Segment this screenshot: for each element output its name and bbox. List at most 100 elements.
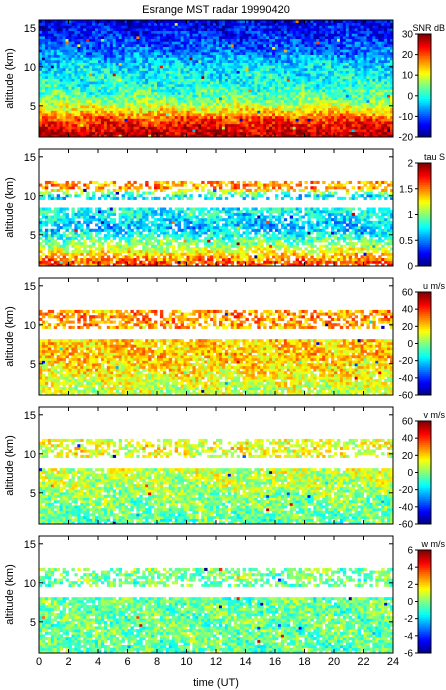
heatmap-cell — [372, 41, 376, 45]
heatmap-cell — [251, 118, 255, 122]
heatmap-cell — [277, 97, 282, 101]
heatmap-cell — [92, 131, 96, 135]
heatmap-cell — [227, 126, 232, 130]
heatmap-cell — [68, 27, 72, 32]
heatmap-cell — [357, 102, 361, 106]
heatmap-cell — [183, 115, 187, 119]
heatmap-cell — [192, 25, 196, 29]
heatmap-cell — [351, 57, 356, 61]
heatmap-cell — [328, 131, 332, 135]
heatmap-cell — [50, 113, 55, 117]
heatmap-cell — [68, 75, 72, 79]
heatmap-cell — [233, 38, 238, 42]
heatmap-cell — [310, 123, 314, 127]
heatmap-cell — [74, 134, 78, 138]
heatmap-cell — [204, 89, 208, 93]
heatmap-cell — [92, 59, 96, 63]
heatmap-cell — [328, 113, 332, 117]
heatmap-cell — [384, 67, 388, 71]
heatmap-cell — [236, 57, 240, 61]
heatmap-cell — [275, 73, 279, 77]
heatmap-cell — [221, 123, 226, 127]
heatmap-cell — [384, 115, 388, 119]
heatmap-cell — [127, 89, 131, 93]
heatmap-cell — [263, 115, 267, 119]
heatmap-cell — [331, 65, 335, 69]
heatmap-cell — [272, 27, 276, 32]
heatmap-cell — [384, 35, 388, 40]
heatmap-cell — [136, 57, 140, 61]
heatmap-cell — [257, 83, 261, 87]
heatmap-cell — [280, 38, 285, 42]
heatmap-cell — [151, 49, 155, 53]
heatmap-cell — [130, 27, 134, 32]
heatmap-cell — [313, 59, 317, 63]
heatmap-cell — [80, 97, 84, 101]
heatmap-cell — [115, 134, 120, 138]
heatmap-cell — [275, 54, 279, 58]
heatmap-cell — [74, 94, 78, 98]
heatmap-cell — [174, 73, 179, 77]
heatmap-cell — [151, 102, 155, 106]
heatmap-cell — [266, 67, 270, 71]
heatmap-cell — [372, 129, 376, 133]
heatmap-cell — [145, 81, 149, 85]
heatmap-cell — [165, 57, 170, 61]
heatmap-cell — [109, 73, 114, 77]
heatmap-cell — [224, 121, 229, 125]
heatmap-cell — [109, 113, 114, 117]
heatmap-cell — [387, 107, 391, 111]
heatmap-cell — [86, 102, 90, 106]
heatmap-cell — [372, 110, 376, 114]
heatmap-cell — [325, 27, 329, 32]
heatmap-cell — [177, 46, 181, 50]
heatmap-cell — [109, 83, 114, 87]
heatmap-cell — [295, 123, 299, 127]
heatmap-cell — [103, 121, 108, 125]
heatmap-cell — [174, 67, 179, 71]
heatmap-cell — [307, 41, 311, 45]
heatmap-cell — [357, 73, 361, 77]
heatmap-cell — [92, 46, 96, 50]
heatmap-cell — [192, 27, 196, 32]
heatmap-cell — [100, 41, 105, 45]
heatmap-cell — [236, 105, 240, 109]
heatmap-cell — [39, 107, 43, 111]
heatmap-cell — [348, 121, 353, 125]
heatmap-cell — [331, 49, 335, 53]
heatmap-cell — [257, 107, 261, 111]
heatmap-cell — [103, 51, 108, 55]
heatmap-cell — [151, 97, 155, 101]
heatmap-cell — [375, 123, 379, 127]
heatmap-cell — [239, 25, 243, 29]
heatmap-cell — [307, 121, 311, 125]
heatmap-cell — [283, 65, 288, 69]
heatmap-cell — [227, 65, 232, 69]
heatmap-cell — [112, 49, 117, 53]
heatmap-cell — [154, 54, 158, 58]
heatmap-cell — [339, 86, 344, 90]
heatmap-cell — [351, 94, 356, 98]
heatmap-cell — [257, 134, 261, 138]
heatmap-cell — [233, 46, 238, 50]
heatmap-cell — [136, 123, 140, 127]
heatmap-cell — [372, 89, 376, 93]
heatmap-cell — [201, 113, 205, 117]
heatmap-cell — [201, 35, 205, 40]
heatmap-cell — [381, 110, 385, 114]
heatmap-cell — [53, 43, 58, 47]
heatmap-cell — [118, 113, 122, 117]
heatmap-cell — [251, 121, 255, 125]
heatmap-cell — [378, 67, 382, 71]
heatmap-cell — [74, 86, 78, 90]
heatmap-cell — [171, 75, 176, 79]
heatmap-cell — [277, 113, 282, 117]
heatmap-cell — [159, 49, 164, 53]
heatmap-cell — [151, 105, 155, 109]
heatmap-cell — [118, 73, 122, 77]
heatmap-cell — [56, 121, 61, 125]
heatmap-cell — [280, 115, 285, 119]
heatmap-cell — [130, 43, 134, 47]
heatmap-cell — [59, 65, 63, 69]
heatmap-cell — [254, 113, 258, 117]
